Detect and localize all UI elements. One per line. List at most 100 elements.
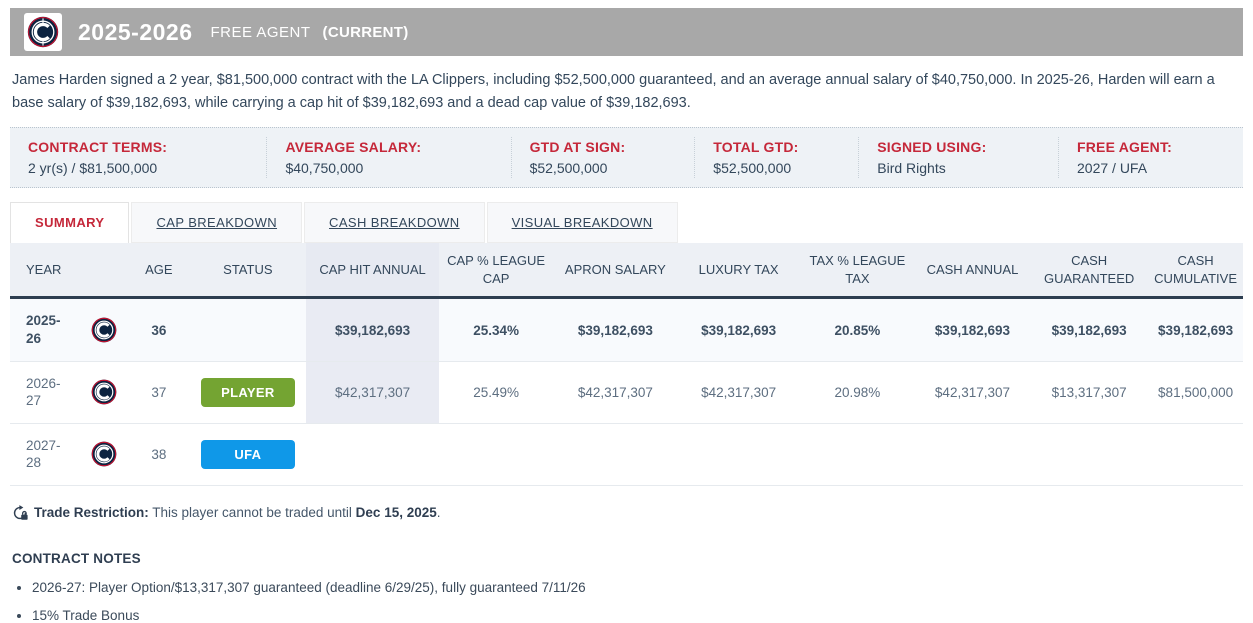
contract-summary-text: James Harden signed a 2 year, $81,500,00… [12, 72, 1215, 112]
year-cell: 2027-28 [10, 423, 80, 486]
term-label: FREE AGENT: [1077, 139, 1173, 156]
contract-notes-section: CONTRACT NOTES 2026-27: Player Option/$1… [12, 551, 1241, 623]
table-row-2026-27: 2026-27 37 PLAYER $42,317,307 25.49% $42… [10, 361, 1243, 424]
cash-annual-cell [914, 423, 1031, 486]
cap-hit-cell: $42,317,307 [306, 361, 439, 424]
trade-restriction-suffix: . [436, 505, 441, 521]
col-header-year: YEAR [10, 243, 80, 298]
tab-cap-breakdown[interactable]: CAP BREAKDOWN [131, 202, 303, 244]
team-logo-cell [79, 297, 129, 362]
salary-table: YEAR AGE STATUS CAP HIT ANNUAL CAP % LEA… [10, 243, 1243, 486]
col-header-luxury-tax: LUXURY TAX [677, 243, 800, 298]
luxury-tax-cell: $42,317,307 [677, 361, 800, 424]
year-cell: 2025-26 [10, 297, 80, 362]
tab-cash-breakdown[interactable]: CASH BREAKDOWN [304, 202, 485, 244]
current-label: (CURRENT) [322, 23, 409, 41]
term-label: CONTRACT TERMS: [28, 139, 168, 156]
term-label: GTD AT SIGN: [529, 139, 626, 156]
age-cell: 36 [128, 297, 190, 362]
term-value: Bird Rights [877, 160, 946, 177]
cash-cum-cell: $39,182,693 [1148, 297, 1243, 362]
col-header-cash-cum: CASH CUMULATIVE [1148, 243, 1243, 298]
season-header-bar: 2025-2026 FREE AGENT (CURRENT) [10, 8, 1243, 56]
table-header-row: YEAR AGE STATUS CAP HIT ANNUAL CAP % LEA… [10, 243, 1243, 298]
table-row-2025-26: 2025-26 36 $39,182,693 25.34% $39,182,69… [10, 297, 1243, 362]
term-average-salary: AVERAGE SALARY: $40,750,000 [266, 137, 510, 179]
term-value: 2 yr(s) / $81,500,000 [28, 160, 158, 177]
contract-notes-title: CONTRACT NOTES [12, 550, 141, 566]
clippers-logo-icon [27, 16, 59, 48]
tab-visual-breakdown[interactable]: VISUAL BREAKDOWN [486, 202, 678, 244]
contract-note-item: 2026-27: Player Option/$13,317,307 guara… [32, 580, 1241, 595]
cash-gtd-cell: $39,182,693 [1030, 297, 1149, 362]
term-contract-terms: CONTRACT TERMS: 2 yr(s) / $81,500,000 [10, 137, 266, 178]
age-cell: 37 [128, 361, 190, 424]
team-logo-cell [79, 361, 129, 424]
col-header-cap-hit: CAP HIT ANNUAL [306, 243, 439, 298]
term-signed-using: SIGNED USING: Bird Rights [858, 137, 1058, 179]
term-value: $52,500,000 [529, 160, 608, 177]
cash-gtd-cell: $13,317,307 [1030, 361, 1149, 424]
cash-cum-cell [1148, 423, 1243, 486]
term-label: SIGNED USING: [877, 139, 987, 156]
status-cell [189, 297, 307, 362]
cash-gtd-cell [1030, 423, 1149, 486]
season-title: 2025-2026 [78, 18, 193, 45]
team-logo-box [24, 13, 62, 51]
contract-notes-list: 2026-27: Player Option/$13,317,307 guara… [32, 580, 1241, 623]
tab-summary[interactable]: SUMMARY [10, 202, 130, 244]
clippers-logo-icon [91, 379, 117, 405]
luxury-tax-cell [677, 423, 800, 486]
col-header-logo [79, 243, 129, 298]
cap-pct-cell [438, 423, 554, 486]
col-header-status: STATUS [189, 243, 307, 298]
ufa-badge[interactable]: UFA [200, 439, 295, 469]
trade-restriction-body: This player cannot be traded until [148, 505, 356, 521]
contract-note-item: 15% Trade Bonus [32, 608, 1241, 623]
cap-hit-cell [306, 423, 439, 486]
clippers-logo-icon [91, 441, 117, 467]
cash-annual-cell: $39,182,693 [914, 297, 1031, 362]
status-cell: UFA [189, 423, 307, 486]
col-header-cap-pct: CAP % LEAGUE CAP [438, 243, 554, 298]
term-value: $40,750,000 [285, 160, 364, 177]
age-cell: 38 [128, 423, 190, 486]
status-cell: PLAYER [189, 361, 307, 424]
contract-terms-bar: CONTRACT TERMS: 2 yr(s) / $81,500,000 AV… [10, 127, 1243, 189]
term-free-agent: FREE AGENT: 2027 / UFA [1058, 137, 1243, 179]
trade-restriction-date: Dec 15, 2025 [355, 505, 437, 521]
trade-restriction-text: Trade Restriction: This player cannot be… [34, 505, 441, 520]
apron-salary-cell: $42,317,307 [553, 361, 678, 424]
player-option-badge[interactable]: PLAYER [200, 377, 295, 407]
trade-restriction-label: Trade Restriction: [34, 505, 149, 521]
term-label: TOTAL GTD: [713, 139, 799, 156]
col-header-cash-annual: CASH ANNUAL [914, 243, 1031, 298]
team-logo-cell [79, 423, 129, 486]
trade-restriction-note: Trade Restriction: This player cannot be… [12, 504, 1241, 521]
term-gtd-at-sign: GTD AT SIGN: $52,500,000 [510, 137, 695, 179]
cash-annual-cell: $42,317,307 [914, 361, 1031, 424]
tax-pct-cell [799, 423, 915, 486]
clippers-logo-icon [91, 317, 117, 343]
luxury-tax-cell: $39,182,693 [677, 297, 800, 362]
cap-hit-cell: $39,182,693 [306, 297, 439, 362]
term-value: 2027 / UFA [1077, 160, 1148, 177]
cash-cum-cell: $81,500,000 [1148, 361, 1243, 424]
term-total-gtd: TOTAL GTD: $52,500,000 [694, 137, 858, 179]
col-header-cash-gtd: CASH GUARANTEED [1030, 243, 1149, 298]
apron-salary-cell [553, 423, 678, 486]
tax-pct-cell: 20.98% [799, 361, 915, 424]
col-header-tax-pct: TAX % LEAGUE TAX [799, 243, 915, 298]
col-header-apron: APRON SALARY [553, 243, 678, 298]
term-label: AVERAGE SALARY: [285, 139, 422, 156]
year-cell: 2026-27 [10, 361, 80, 424]
breakdown-tabs: SUMMARY CAP BREAKDOWN CASH BREAKDOWN VIS… [10, 202, 1243, 244]
trade-lock-icon [12, 504, 28, 521]
table-row-2027-28: 2027-28 38 UFA [10, 423, 1243, 486]
tax-pct-cell: 20.85% [799, 297, 915, 362]
term-value: $52,500,000 [713, 160, 792, 177]
cap-pct-cell: 25.49% [438, 361, 554, 424]
apron-salary-cell: $39,182,693 [553, 297, 678, 362]
col-header-age: AGE [128, 243, 190, 298]
